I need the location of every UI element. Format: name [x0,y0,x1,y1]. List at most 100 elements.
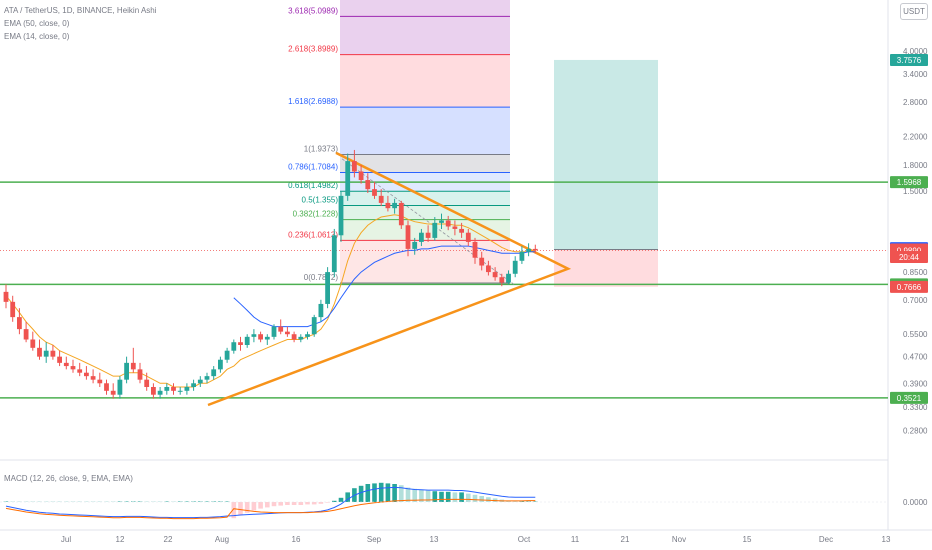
fib-level-label: 0.786(1.7084) [288,162,338,171]
y-tick-label: 0.3900 [903,379,928,388]
candle [439,220,444,223]
fib-band [340,54,510,108]
candle [43,350,49,357]
candle [164,386,170,391]
candle [526,248,531,252]
macd-histogram-bar [43,501,49,502]
trend-dashed-line [341,158,515,285]
candle [372,189,377,196]
candle [459,228,464,233]
candle [278,326,284,332]
macd-histogram-bar [224,501,230,502]
candle [84,372,89,377]
macd-histogram-bar [291,502,297,505]
candle [77,369,83,373]
macd-histogram-bar [533,501,538,502]
candle [385,202,391,209]
macd-histogram-bar [64,501,69,502]
candle [63,362,69,367]
candle [298,336,304,340]
macd-histogram-bar [204,501,210,502]
macd-histogram-bar [144,501,149,502]
macd-histogram-bar [23,501,29,502]
macd-histogram-bar [305,502,310,505]
fib-level-label: 0.382(1.228) [293,210,339,219]
macd-histogram-bar [298,502,304,505]
candle [432,222,438,238]
candle [271,326,277,337]
candle [231,342,237,351]
macd-histogram-bar [486,497,491,502]
candle [405,225,411,249]
candle [398,202,404,226]
macd-histogram-bar [318,502,324,504]
candle [358,171,364,181]
macd-legend[interactable]: MACD (12, 26, close, 9, EMA, EMA) [4,474,133,483]
candle [137,369,143,380]
macd-histogram-bar [265,502,270,508]
candle [50,350,56,357]
candle [318,303,324,318]
price-label-badge [890,176,928,189]
y-tick-label: 4.0000 [903,47,928,56]
candle [3,291,9,302]
fib-level-label: 1.618(2.6988) [288,97,338,106]
x-tick-label: Jul [61,535,71,544]
candle [412,241,418,249]
candle [117,379,123,395]
candle [378,195,384,203]
candle [305,334,310,337]
candle [57,356,62,363]
candle [365,180,371,190]
ema14-legend[interactable]: EMA (14, close, 0) [4,32,70,41]
x-tick-label: 12 [116,535,125,544]
macd-histogram-bar [365,484,371,502]
macd-histogram-bar [378,482,384,502]
macd-histogram-bar [405,487,411,502]
y-tick-label: 1.8000 [903,161,928,170]
candle [486,265,491,273]
candle [264,336,270,340]
macd-histogram-bar [372,483,377,502]
candle [472,241,478,258]
macd-signal-line [5,498,536,520]
candle [184,386,190,391]
ema50-legend[interactable]: EMA (50, close, 0) [4,19,70,28]
candle [144,379,150,387]
x-tick-label: Sep [367,535,382,544]
x-tick-label: 22 [164,535,173,544]
candle [130,362,136,370]
candle [251,334,257,337]
x-tick-label: 15 [743,535,752,544]
price-label-badge [890,53,928,66]
price-label-text: 1.5968 [897,178,922,187]
macd-histogram-bar [479,496,484,502]
y-tick-label: 2.8000 [903,98,928,107]
x-tick-label: 21 [621,535,630,544]
macd-histogram-bar [37,501,42,502]
symbol-title[interactable]: ATA / TetherUS, 1D, BINANCE, Heikin Ashi [4,6,157,15]
macd-histogram-bar [466,493,471,502]
macd-histogram-bar [244,502,250,513]
candle [104,383,109,391]
triangle-pattern [207,151,572,407]
candle [452,226,458,229]
candle [191,383,196,387]
candle [10,301,16,318]
candle [285,331,290,335]
candle [345,161,351,196]
fib-level-label: 2.618(3.8989) [288,45,338,54]
candle [244,336,250,345]
macd-histogram-bar [338,497,344,502]
currency-button[interactable]: USDT [900,3,928,20]
candle [465,232,471,242]
candle [338,195,344,236]
macd-histogram-bar [412,488,417,502]
price-label-badge [890,280,928,293]
price-label-text: 0.3521 [897,394,922,403]
candle [197,379,203,384]
macd-histogram-bar [278,502,283,506]
candle [177,390,183,392]
x-tick-label: Aug [215,535,229,544]
